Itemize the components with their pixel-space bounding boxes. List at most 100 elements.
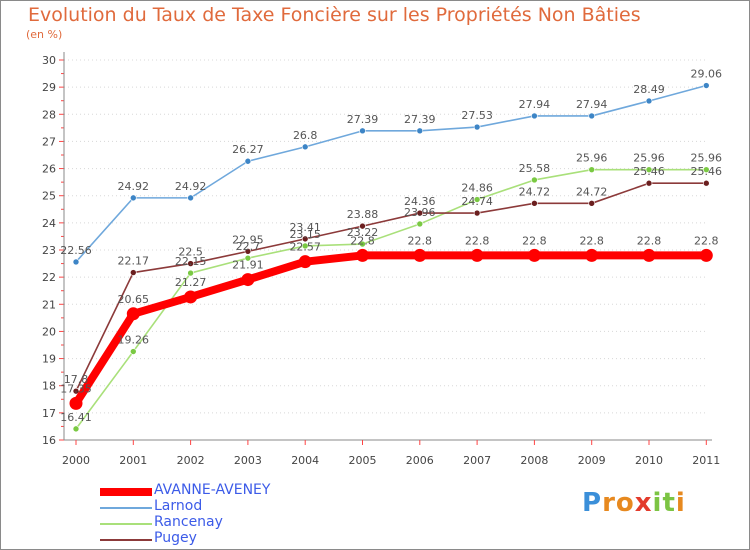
data-label-larnod: 24.92 <box>175 180 207 193</box>
series-line-pugey <box>75 182 708 392</box>
legend-label: AVANNE-AVENEY <box>154 482 271 498</box>
data-point-avanne-aveney <box>69 396 83 410</box>
data-label-pugey: 24.72 <box>519 185 551 198</box>
data-point-larnod <box>244 157 252 165</box>
legend-swatch <box>100 539 152 541</box>
legend-swatch <box>100 488 152 496</box>
proxiti-logo: Proxiti <box>582 488 686 518</box>
legend-swatch <box>100 523 152 525</box>
data-point-rancenay <box>702 166 710 173</box>
logo-letter: o <box>615 488 635 518</box>
y-tick-label: 23 <box>42 244 56 257</box>
data-label-pugey: 24.72 <box>576 185 608 198</box>
data-point-pugey <box>588 200 596 207</box>
data-label-avanne-aveney: 22.8 <box>579 234 604 247</box>
data-label-pugey: 25.46 <box>691 165 723 178</box>
series-line-larnod <box>75 84 708 263</box>
x-tick-label: 2006 <box>406 454 434 467</box>
data-point-avanne-aveney <box>413 248 427 262</box>
y-tick-label: 25 <box>42 190 56 203</box>
data-label-avanne-aveney: 21.91 <box>232 259 264 272</box>
y-tick-label: 24 <box>42 217 56 230</box>
data-point-avanne-aveney <box>699 248 713 262</box>
data-label-avanne-aveney: 22.8 <box>694 234 719 247</box>
data-label-avanne-aveney: 22.8 <box>522 234 547 247</box>
logo-letter: P <box>582 488 603 518</box>
logo-letter: i <box>652 488 663 518</box>
data-label-rancenay: 16.41 <box>60 411 92 424</box>
data-point-avanne-aveney <box>298 255 312 269</box>
data-label-rancenay: 19.26 <box>118 334 150 347</box>
data-point-rancenay <box>187 269 194 277</box>
x-tick-label: 2001 <box>119 454 147 467</box>
data-label-pugey: 22.5 <box>178 246 203 259</box>
data-point-larnod <box>531 112 538 120</box>
legend-label: Larnod <box>154 498 203 514</box>
data-point-pugey <box>359 222 366 230</box>
data-point-avanne-aveney <box>470 248 484 262</box>
y-tick-label: 26 <box>42 163 56 176</box>
y-tick-label: 30 <box>42 54 56 67</box>
data-label-larnod: 26.8 <box>293 129 318 142</box>
data-point-pugey <box>187 260 194 267</box>
data-point-larnod <box>187 194 194 202</box>
data-point-larnod <box>588 112 596 120</box>
data-label-pugey: 17.8 <box>64 373 89 386</box>
data-point-pugey <box>473 209 481 217</box>
logo-letter: t <box>662 488 676 518</box>
data-labels: 17.35 20.65 21.27 21.91 22.57 22.8 22.8 22.8 22.… <box>60 68 722 424</box>
legend-swatch <box>100 507 152 509</box>
data-label-rancenay: 22.15 <box>175 255 207 268</box>
data-label-rancenay: 23.15 <box>289 228 321 241</box>
data-point-rancenay <box>359 240 366 248</box>
data-point-pugey <box>130 269 137 276</box>
y-axis-unit-label: (en %) <box>26 28 63 41</box>
y-tick-label: 18 <box>42 380 56 393</box>
data-label-avanne-aveney: 17.35 <box>60 382 92 395</box>
data-point-rancenay <box>645 166 653 173</box>
data-label-avanne-aveney: 21.27 <box>175 276 207 289</box>
data-point-rancenay <box>531 176 538 184</box>
data-label-larnod: 26.27 <box>232 143 264 156</box>
data-point-avanne-aveney <box>184 290 198 304</box>
data-point-rancenay <box>130 348 137 355</box>
data-point-pugey <box>72 387 80 395</box>
y-tick-label: 21 <box>42 298 56 311</box>
data-label-rancenay: 23.96 <box>404 206 436 219</box>
series-lines <box>69 82 713 433</box>
data-label-larnod: 24.92 <box>118 180 150 193</box>
data-label-larnod: 27.39 <box>347 113 379 126</box>
data-point-rancenay <box>72 425 80 433</box>
y-tick-label: 19 <box>42 353 56 366</box>
logo-letter: i <box>675 488 686 518</box>
data-point-pugey <box>702 179 710 187</box>
data-point-avanne-aveney <box>642 248 656 262</box>
data-point-larnod <box>301 143 309 151</box>
data-point-larnod <box>416 127 424 135</box>
series-line-rancenay <box>75 168 708 430</box>
x-tick-label: 2011 <box>692 454 720 467</box>
data-label-pugey: 23.41 <box>289 221 321 234</box>
legend-label: Pugey <box>154 530 197 546</box>
x-tick-label: 2002 <box>177 454 205 467</box>
data-point-pugey <box>531 200 538 207</box>
data-point-rancenay <box>473 196 481 203</box>
series-line-avanne-aveney <box>72 251 711 408</box>
data-label-larnod: 27.39 <box>404 113 436 126</box>
x-tick-label: 2004 <box>291 454 319 467</box>
data-label-pugey: 23.88 <box>347 208 379 221</box>
chart-title: Evolution du Taux de Taxe Foncière sur l… <box>28 4 641 26</box>
data-point-rancenay <box>588 166 596 173</box>
data-point-larnod <box>72 258 80 266</box>
data-point-larnod <box>473 123 481 131</box>
data-label-larnod: 27.53 <box>461 109 493 122</box>
data-point-larnod <box>359 127 366 135</box>
x-tick-label: 2000 <box>62 454 90 467</box>
data-label-larnod: 28.49 <box>633 83 665 96</box>
legend-label: Rancenay <box>154 514 223 530</box>
data-label-rancenay: 25.96 <box>633 152 665 165</box>
logo-letter: x <box>634 488 653 518</box>
data-label-pugey: 22.95 <box>232 233 264 246</box>
data-label-avanne-aveney: 22.8 <box>408 234 433 247</box>
